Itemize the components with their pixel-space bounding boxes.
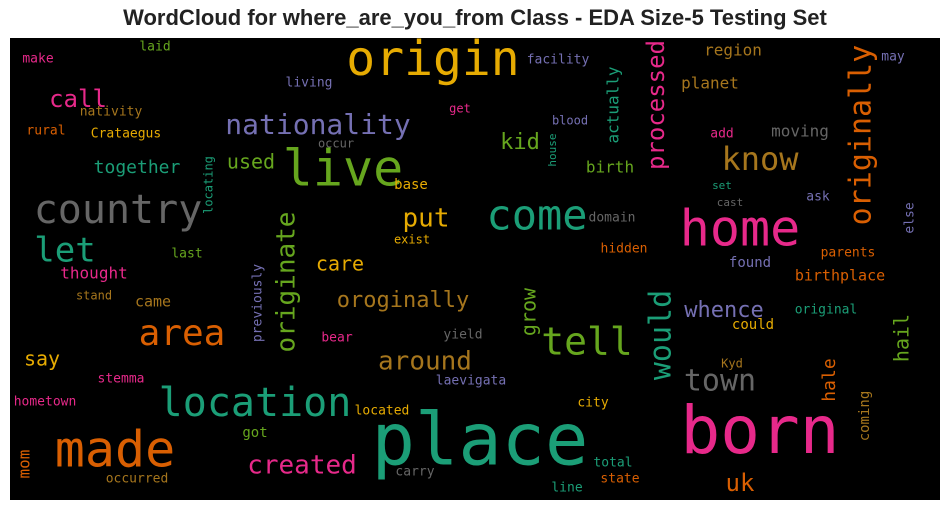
- word: rural: [26, 124, 65, 139]
- word: birth: [586, 158, 634, 177]
- word: say: [24, 347, 60, 371]
- word: located: [355, 404, 410, 419]
- word: put: [403, 204, 450, 234]
- word: original: [795, 303, 858, 318]
- word: mom: [15, 450, 34, 479]
- word: base: [394, 177, 428, 193]
- word: birthplace: [795, 267, 885, 285]
- chart-title: WordCloud for where_are_you_from Class -…: [123, 5, 827, 30]
- word: total: [593, 456, 632, 471]
- word: laevigata: [436, 374, 506, 389]
- word: found: [729, 255, 771, 271]
- word: actually: [604, 66, 623, 143]
- word: may: [881, 50, 905, 65]
- word: created: [247, 451, 357, 481]
- word: call: [49, 85, 107, 113]
- word: originate: [272, 212, 302, 353]
- cloud-background: [10, 38, 940, 500]
- word: know: [721, 140, 799, 178]
- word: set: [712, 179, 732, 192]
- word: living: [286, 76, 333, 91]
- word: locating: [202, 156, 216, 214]
- word: planet: [681, 74, 739, 93]
- word: thought: [60, 264, 127, 283]
- word: add: [710, 127, 733, 142]
- word: line: [551, 481, 582, 496]
- word: used: [227, 150, 275, 174]
- word: made: [55, 421, 175, 479]
- word: last: [171, 247, 202, 262]
- word: city: [577, 396, 608, 411]
- word: around: [378, 347, 472, 377]
- word: origin: [346, 31, 519, 87]
- word: let: [34, 231, 95, 271]
- word: oroginally: [337, 288, 469, 313]
- word: coming: [857, 391, 873, 442]
- word: place: [372, 398, 589, 482]
- word: laid: [139, 40, 170, 55]
- word: town: [684, 364, 756, 399]
- word: care: [316, 252, 364, 276]
- word: carry: [395, 465, 434, 480]
- word: kid: [500, 130, 540, 155]
- word: Kyd: [721, 357, 743, 371]
- word: stemma: [98, 372, 145, 387]
- word: previously: [251, 264, 266, 342]
- word: blood: [552, 114, 588, 128]
- word: ask: [806, 190, 830, 205]
- word: hidden: [601, 242, 648, 257]
- word: yield: [443, 328, 482, 343]
- word: live: [283, 140, 403, 198]
- word: get: [449, 102, 471, 116]
- word: moving: [771, 122, 829, 141]
- word: state: [600, 472, 639, 487]
- word: home: [680, 200, 800, 258]
- word: location: [159, 380, 352, 426]
- word: come: [486, 191, 587, 240]
- word: cast: [717, 196, 744, 209]
- word: processed: [642, 40, 670, 170]
- word: hale: [819, 358, 840, 401]
- word: country: [34, 187, 203, 233]
- word: exist: [394, 233, 430, 247]
- word: make: [22, 52, 53, 67]
- word: occur: [318, 137, 354, 151]
- word: tell: [541, 320, 633, 364]
- word: domain: [589, 211, 636, 226]
- word: originally: [844, 45, 879, 226]
- word: together: [94, 157, 181, 178]
- word: could: [732, 317, 774, 333]
- word: would: [644, 290, 679, 380]
- word: uk: [726, 469, 755, 497]
- word: else: [903, 202, 918, 233]
- word: born: [681, 392, 840, 469]
- word: occurred: [106, 472, 169, 487]
- word: stand: [76, 289, 112, 303]
- word: got: [242, 425, 267, 441]
- word: bear: [321, 331, 352, 346]
- word: whence: [684, 298, 763, 323]
- word: hail: [890, 314, 914, 362]
- word: grow: [517, 287, 541, 336]
- word: Crataegus: [91, 127, 161, 142]
- word: nativity: [80, 105, 143, 120]
- word: region: [704, 41, 762, 60]
- word: facility: [527, 53, 590, 68]
- word: parents: [821, 246, 876, 261]
- word: came: [135, 293, 171, 311]
- word: nationality: [225, 108, 410, 141]
- word: house: [546, 133, 559, 166]
- word: hometown: [14, 395, 77, 410]
- word: area: [139, 313, 226, 354]
